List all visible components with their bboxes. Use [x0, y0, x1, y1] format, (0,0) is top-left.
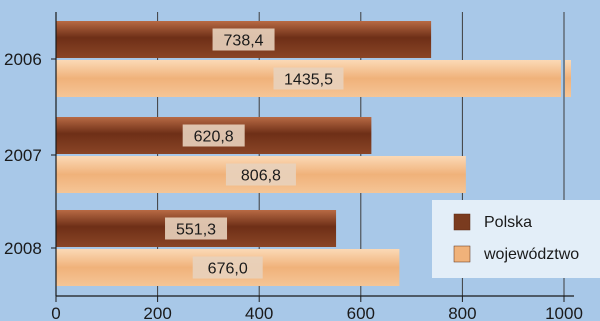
legend-box [432, 200, 600, 278]
x-tick-label: 0 [51, 304, 60, 321]
legend: Polska województwo [432, 200, 600, 278]
data-label-box [192, 256, 263, 279]
x-tick-label: 600 [347, 304, 375, 321]
data-label-box [165, 217, 228, 240]
data-label-box [212, 28, 275, 51]
legend-label: Polska [484, 214, 532, 231]
x-tick-label: 400 [245, 304, 273, 321]
bars: 738,4 1435,5 620,8 806,8 551,3 676,0 [56, 21, 571, 286]
x-tick-label: 1000 [545, 304, 583, 321]
x-tick-label: 800 [448, 304, 476, 321]
data-label-box [182, 124, 245, 147]
legend-swatch-polska [453, 213, 471, 231]
legend-swatch-wojewodztwo [453, 245, 471, 263]
category-label: 2007 [4, 146, 42, 165]
data-label: 620,8 [194, 129, 234, 146]
data-label: 676,0 [208, 261, 248, 278]
legend-label: województwo [483, 246, 579, 263]
data-label-box [225, 163, 296, 186]
data-label: 738,4 [224, 33, 264, 50]
axes: 0 200 400 600 800 1000 2006 2007 2008 [4, 12, 583, 321]
data-label: 1435,5 [284, 72, 333, 89]
category-label: 2008 [4, 239, 42, 258]
x-tick-label: 200 [143, 304, 171, 321]
data-label-box [273, 67, 344, 90]
category-label: 2006 [4, 50, 42, 69]
bar-break-stub [565, 60, 571, 97]
data-label: 806,8 [241, 168, 281, 185]
data-label: 551,3 [176, 222, 216, 239]
